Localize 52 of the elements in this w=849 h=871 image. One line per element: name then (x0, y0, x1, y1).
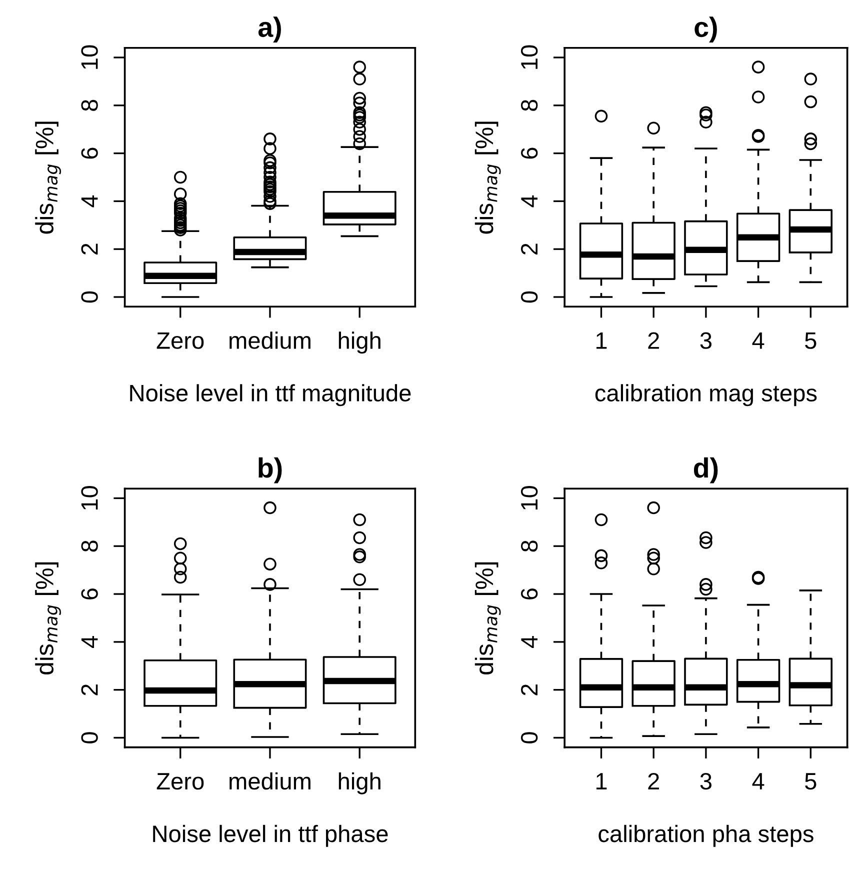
y-tick-label: 6 (520, 148, 538, 159)
y-tick-label: 10 (81, 486, 98, 510)
x-tick-label: 3 (700, 332, 712, 349)
x-tick-label: medium (230, 772, 310, 790)
chart-title: c) (694, 16, 717, 43)
y-tick-label: 8 (520, 540, 538, 552)
y-tick-label: 4 (81, 195, 98, 208)
x-tick-label: 4 (752, 773, 764, 790)
x-tick-label: 5 (805, 332, 816, 349)
x-tick-label: 5 (805, 773, 816, 790)
y-axis-title: dis$_{mag}$ [%] (35, 562, 61, 674)
chart-title: b) (258, 457, 282, 484)
x-axis-title: calibration pha steps (598, 824, 814, 847)
x-tick-label: high (338, 332, 380, 354)
y-axis-title: dis$_{mag}$ [%] (35, 122, 61, 234)
y-tick-label: 4 (81, 636, 98, 648)
x-tick-label: 1 (596, 332, 607, 349)
y-tick-label: 10 (520, 486, 538, 510)
y-axis-title: dis$_{mag}$ [%] (474, 122, 501, 234)
y-tick-label: 4 (521, 636, 538, 648)
y-tick-label: 2 (520, 244, 538, 254)
y-tick-label: 6 (81, 148, 98, 159)
x-axis-title: calibration mag steps (595, 384, 817, 406)
y-tick-label: 2 (81, 684, 98, 696)
y-tick-label: 4 (521, 195, 538, 208)
y-tick-label: 10 (520, 45, 538, 69)
x-axis-title: Noise level in ttf magnitude (130, 384, 411, 406)
y-tick-label: 6 (81, 588, 98, 600)
x-tick-label: Zero (156, 773, 204, 790)
y-tick-label: 2 (81, 244, 98, 254)
x-tick-label: 1 (596, 773, 607, 790)
x-tick-label: 2 (648, 332, 659, 349)
y-tick-label: 0 (81, 732, 98, 744)
y-tick-label: 8 (81, 540, 98, 552)
x-tick-label: high (338, 772, 380, 794)
y-axis-title: dis$_{mag}$ [%] (474, 562, 501, 674)
chart-title: a) (258, 16, 281, 43)
y-tick-label: 8 (520, 100, 538, 111)
x-tick-label: Zero (156, 332, 204, 349)
y-tick-label: 0 (81, 291, 98, 303)
y-tick-label: 10 (81, 45, 98, 69)
x-tick-label: medium (230, 332, 310, 349)
chart-title: d) (694, 457, 718, 484)
x-tick-label: 3 (700, 772, 712, 790)
x-tick-label: 2 (648, 772, 659, 790)
y-tick-label: 0 (520, 732, 538, 744)
x-tick-label: 4 (752, 332, 764, 349)
y-tick-label: 6 (520, 588, 538, 600)
y-tick-label: 8 (81, 100, 98, 111)
y-tick-label: 0 (520, 291, 538, 303)
x-axis-title: Noise level in ttf phase (153, 824, 388, 847)
y-tick-label: 2 (520, 684, 538, 696)
